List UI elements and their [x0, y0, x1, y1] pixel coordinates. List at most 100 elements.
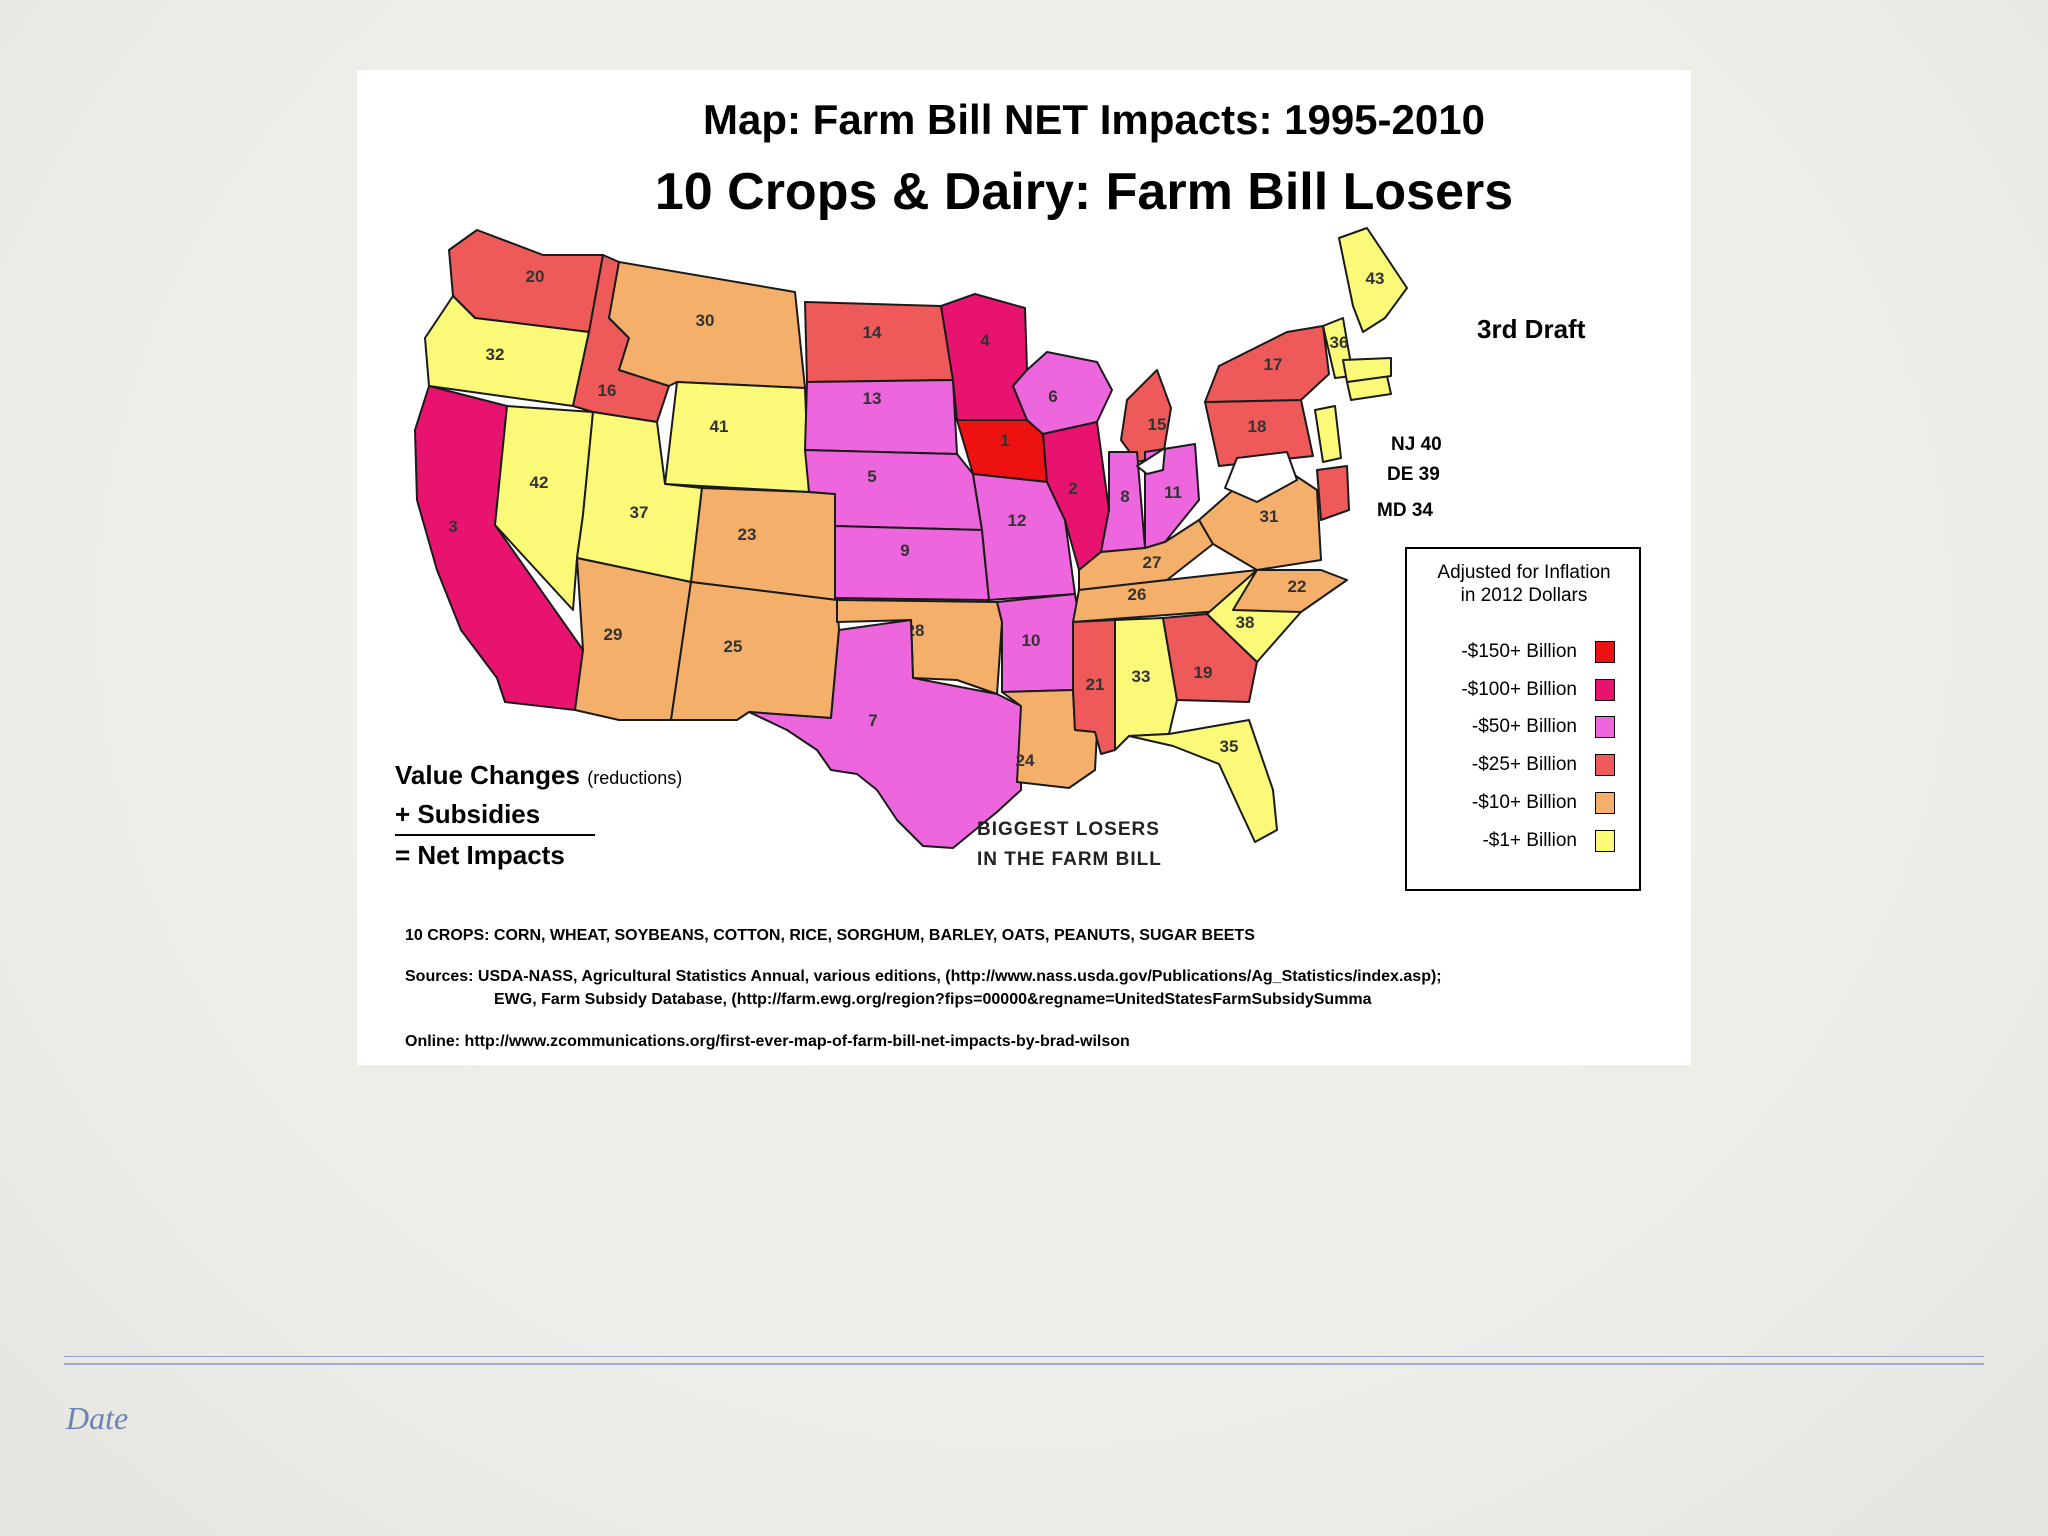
state-rank-label: 36 — [1330, 333, 1349, 352]
formula-line-1: Value Changes — [395, 760, 580, 790]
legend: Adjusted for Inflation in 2012 Dollars -… — [1405, 547, 1641, 891]
formula-line-1-note: (reductions) — [587, 768, 683, 788]
small-state-labels: NJ 40 DE 39 MD 34 — [1377, 430, 1442, 526]
state-region — [748, 619, 1022, 849]
state-rank-label: 11 — [1164, 483, 1182, 502]
state-rank-label: 38 — [1236, 613, 1255, 632]
state-rank-label: 19 — [1194, 663, 1213, 682]
state-region — [690, 487, 838, 601]
state-region — [1136, 447, 1166, 475]
state-rank-label: 4 — [980, 331, 990, 350]
state-rank-label: 12 — [1008, 511, 1027, 530]
legend-item-label: -$25+ Billion — [1471, 754, 1577, 775]
footer-divider-double — [64, 1363, 1984, 1365]
sources-footnote-2: EWG, Farm Subsidy Database, (http://farm… — [494, 991, 1372, 1008]
state-rank-label: 35 — [1220, 737, 1239, 756]
state-rank-label: 14 — [863, 323, 882, 342]
state-rank-label: 37 — [630, 503, 649, 522]
online-footnote: Online: http://www.zcommunications.org/f… — [405, 1033, 1130, 1050]
state-rank-label: 22 — [1288, 577, 1307, 596]
state-region — [1204, 325, 1330, 403]
biggest-losers-label: BIGGEST LOSERS IN THE FARM BILL — [977, 815, 1162, 875]
legend-item: -$50+ Billion — [1472, 714, 1615, 740]
legend-item: -$10+ Billion — [1472, 790, 1615, 816]
state-region — [1342, 357, 1392, 383]
state-region — [1224, 451, 1298, 503]
formula-block: Value Changes (reductions) + Subsidies =… — [395, 760, 682, 871]
legend-item-label: -$150+ Billion — [1461, 641, 1577, 662]
state-rank-label: 31 — [1260, 507, 1279, 526]
state-region — [834, 525, 990, 601]
crops-footnote: 10 CROPS: CORN, WHEAT, SOYBEANS, COTTON,… — [405, 927, 1255, 944]
state-rank-label: 9 — [900, 541, 909, 560]
state-rank-label: 25 — [724, 637, 743, 656]
legend-swatch — [1595, 716, 1615, 738]
state-rank-label: 20 — [526, 267, 545, 286]
legend-item: -$1+ Billion — [1482, 828, 1615, 854]
formula-net-impacts: = Net Impacts — [395, 840, 565, 870]
state-region — [608, 261, 806, 389]
sources-footnote-1: Sources: USDA-NASS, Agricultural Statist… — [405, 968, 1442, 985]
legend-item-label: -$1+ Billion — [1482, 830, 1577, 851]
legend-item-label: -$10+ Billion — [1471, 792, 1577, 813]
legend-item-label: -$100+ Billion — [1461, 679, 1577, 700]
state-rank-label: 1 — [1000, 431, 1009, 450]
state-region — [670, 581, 840, 721]
map-title: Map: Farm Bill NET Impacts: 1995-2010 — [703, 96, 1485, 143]
legend-swatch — [1595, 830, 1615, 852]
legend-swatch — [1595, 641, 1615, 663]
state-rank-label: 23 — [738, 525, 757, 544]
footer-date: Date — [66, 1400, 129, 1436]
legend-swatch — [1595, 679, 1615, 701]
losers-line-2: IN THE FARM BILL — [977, 849, 1162, 870]
state-rank-label: 17 — [1264, 355, 1283, 374]
losers-line-1: BIGGEST LOSERS — [977, 819, 1160, 840]
states-layer: 2032316423041372329251413592874112102462… — [414, 227, 1408, 849]
state-rank-label: 18 — [1248, 417, 1267, 436]
state-rank-label: 32 — [486, 345, 505, 364]
state-region — [1162, 613, 1258, 703]
map-subtitle: 10 Crops & Dairy: Farm Bill Losers — [654, 163, 1514, 221]
state-rank-label: 2 — [1068, 479, 1077, 498]
footer-divider — [64, 1356, 1984, 1357]
state-region — [804, 301, 954, 383]
legend-swatch — [1595, 792, 1615, 814]
state-rank-label: 6 — [1048, 387, 1057, 406]
legend-swatch — [1595, 754, 1615, 776]
state-region — [1316, 465, 1350, 521]
legend-item: -$100+ Billion — [1461, 677, 1615, 703]
state-rank-label: 43 — [1366, 269, 1385, 288]
state-rank-label: 8 — [1120, 487, 1129, 506]
map-image: 20 32 3 16 42 30 41 37 23 29 25 14 13 5 9 28 7 4 1 12 10 24 6 2… — [357, 70, 1691, 1065]
formula-value-changes: Value Changes (reductions) — [395, 760, 682, 791]
us-map: 2032316423041372329251413592874112102462… — [414, 227, 1408, 849]
legend-item-label: -$50+ Billion — [1471, 716, 1577, 737]
state-region — [664, 381, 810, 493]
draft-label: 3rd Draft — [1477, 314, 1586, 344]
state-rank-label: 16 — [598, 381, 617, 400]
de-label: DE 39 — [1387, 464, 1440, 485]
state-region — [1314, 405, 1342, 463]
nj-label: NJ 40 — [1391, 434, 1442, 455]
state-rank-label: 15 — [1148, 415, 1167, 434]
state-rank-label: 13 — [863, 389, 882, 408]
state-rank-label: 29 — [604, 625, 623, 644]
state-rank-label: 7 — [868, 711, 877, 730]
state-rank-label: 26 — [1128, 585, 1147, 604]
state-rank-label: 21 — [1086, 675, 1105, 694]
legend-title: Adjusted for Inflation in 2012 Dollars — [1417, 561, 1631, 607]
legend-item: -$25+ Billion — [1472, 752, 1615, 778]
formula-subsidies: + Subsidies — [395, 799, 595, 836]
md-label: MD 34 — [1377, 500, 1433, 521]
state-rank-label: 10 — [1022, 631, 1041, 650]
legend-title-line-1: Adjusted for Inflation — [1437, 562, 1611, 583]
state-rank-label: 5 — [867, 467, 876, 486]
state-rank-label: 42 — [530, 473, 549, 492]
state-rank-label: 27 — [1143, 553, 1162, 572]
state-region — [1232, 569, 1348, 613]
state-rank-label: 33 — [1132, 667, 1151, 686]
state-rank-label: 3 — [448, 517, 457, 536]
state-region — [1128, 719, 1278, 843]
state-region — [1338, 227, 1408, 333]
legend-title-line-2: in 2012 Dollars — [1460, 585, 1588, 606]
